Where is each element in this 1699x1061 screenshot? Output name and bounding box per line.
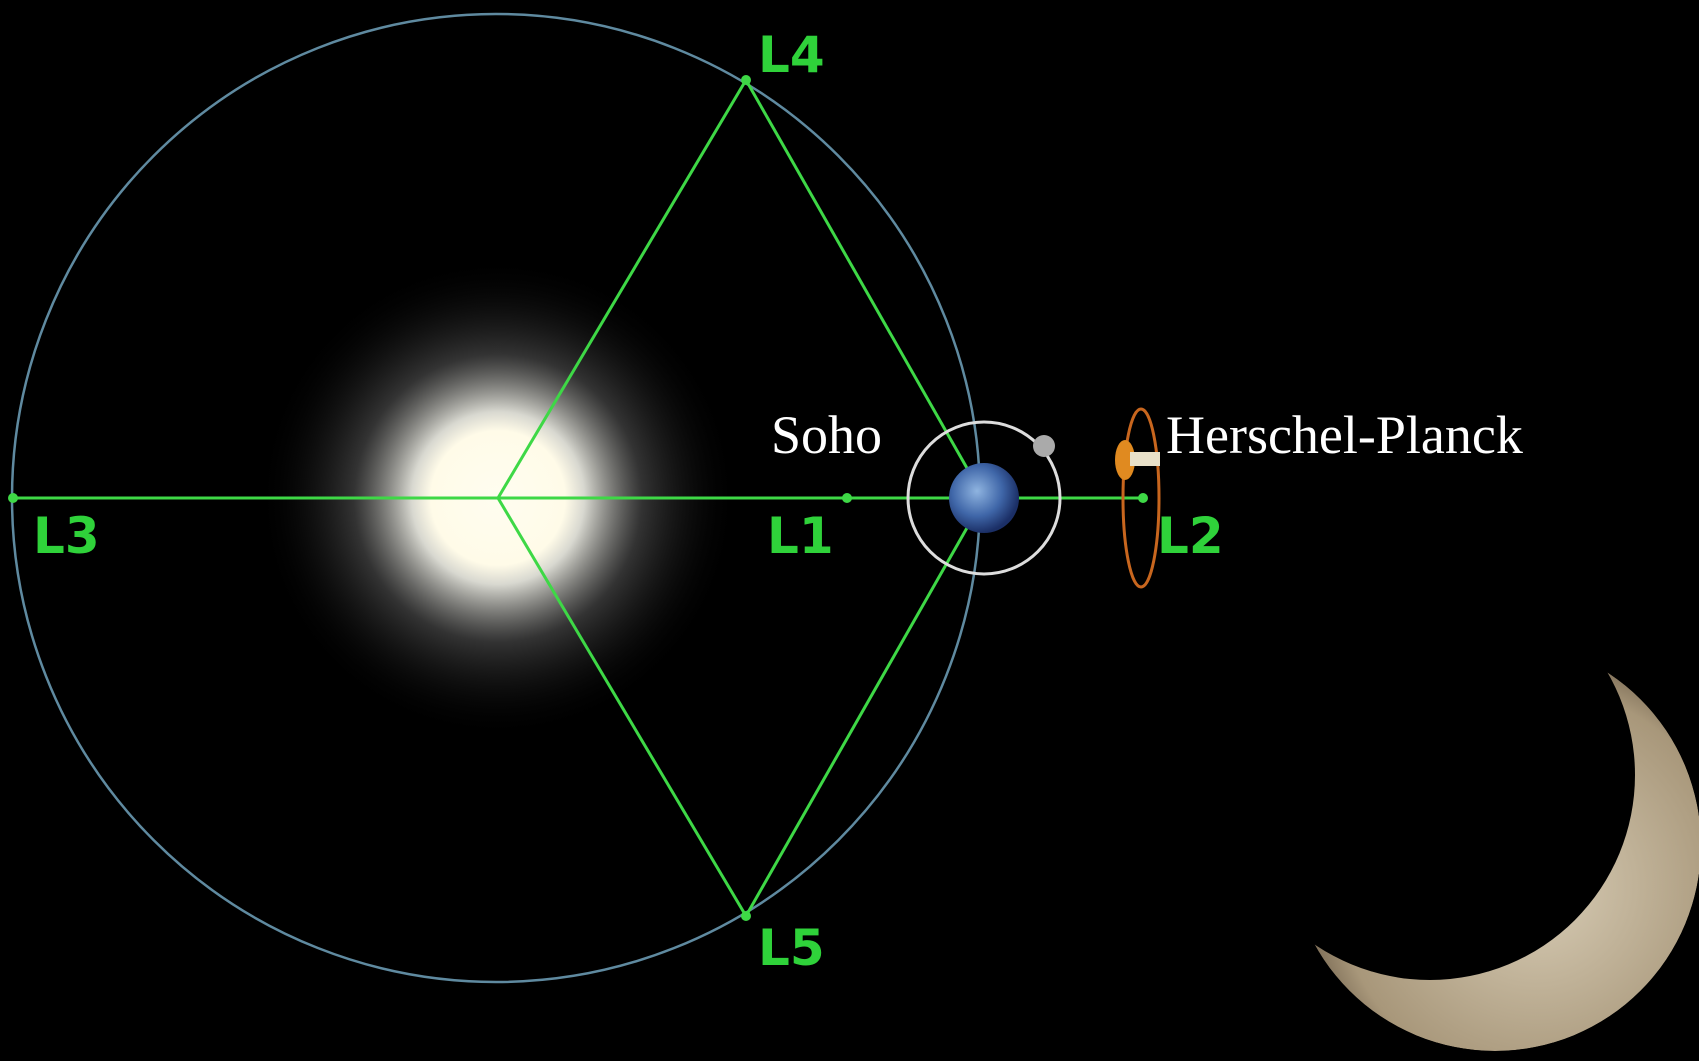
point-label: L2 bbox=[1157, 507, 1224, 565]
moon-small bbox=[1033, 435, 1055, 457]
moon-crescent bbox=[1289, 639, 1699, 1051]
earth bbox=[949, 463, 1019, 533]
lagrange-diagram: L4 L3 L1 L2 L5 Soho Herschel-Planck bbox=[0, 0, 1699, 1061]
spacecraft-label: Soho bbox=[771, 405, 882, 465]
point-label: L5 bbox=[758, 919, 825, 977]
spacecraft-label: Herschel-Planck bbox=[1166, 405, 1523, 465]
page: {"points": {"L1": "L1", "L2": "L2", "L3"… bbox=[0, 0, 1699, 1061]
spacecraft-icon bbox=[1115, 440, 1160, 480]
point-label: L3 bbox=[33, 507, 100, 565]
point-label: L4 bbox=[758, 26, 825, 84]
point-label: L1 bbox=[767, 507, 834, 565]
